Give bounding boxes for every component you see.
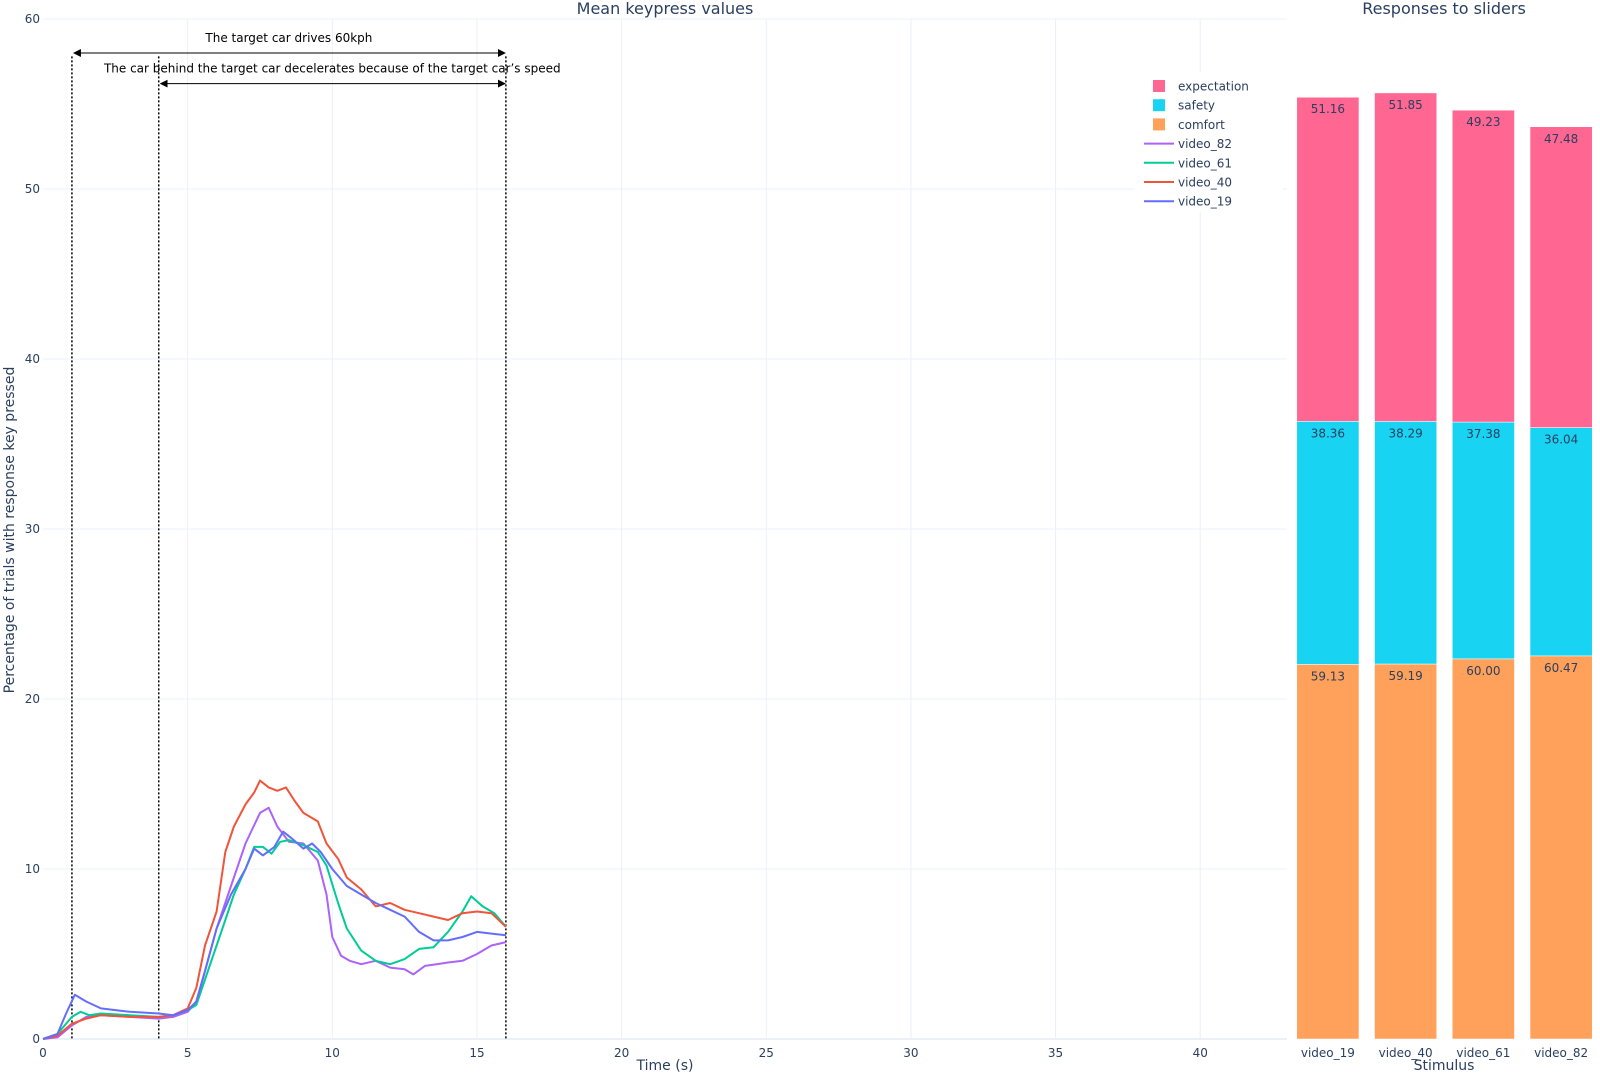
bar-value-label: 38.29	[1388, 426, 1422, 440]
x-tick-label: 10	[325, 1046, 340, 1060]
line-chart-y-axis-label: Percentage of trials with response key p…	[2, 367, 18, 694]
legend-item-safety[interactable]: safety	[1153, 99, 1215, 113]
bar-comfort-video_82	[1529, 655, 1593, 1040]
legend-label: expectation	[1178, 80, 1249, 94]
line-chart-annotations: The target car drives 60kph The car behin…	[72, 31, 561, 88]
y-tick-label: 40	[25, 352, 40, 366]
bar-value-label: 51.85	[1388, 98, 1422, 112]
bar-value-label: 60.47	[1544, 661, 1578, 675]
legend-label: video_61	[1178, 156, 1232, 170]
x-tick-label: 40	[1193, 1046, 1208, 1060]
legend-swatch	[1153, 99, 1165, 112]
x-tick-label: 0	[39, 1046, 47, 1060]
bar-value-label: 59.13	[1311, 669, 1345, 683]
series-line-video_19	[42, 830, 507, 1040]
series-line-video_40	[42, 779, 507, 1040]
bar-safety-video_61	[1452, 421, 1515, 660]
legend[interactable]: expectation safety comfort video_82 video_61…	[1135, 72, 1283, 212]
bar-expectation-video_40	[1374, 92, 1437, 422]
line-chart-series	[42, 779, 507, 1040]
bar-value-label: 36.04	[1544, 433, 1578, 447]
legend-swatch	[1153, 118, 1165, 131]
bar-safety-video_82	[1529, 427, 1593, 657]
legend-label: video_40	[1178, 176, 1232, 190]
bar-value-label: 37.38	[1466, 427, 1500, 441]
x-tick-label: 35	[1048, 1046, 1063, 1060]
annotation-text: The target car drives 60kph	[204, 31, 372, 45]
series-line-video_61	[42, 839, 507, 1040]
bar-value-label: 47.48	[1544, 132, 1578, 146]
bar-safety-video_19	[1296, 421, 1360, 665]
category-tick-label: video_61	[1456, 1046, 1510, 1060]
bar-expectation-video_61	[1452, 109, 1515, 423]
legend-label: video_82	[1178, 137, 1232, 151]
series-line-video_82	[42, 806, 507, 1040]
bar-chart-tick-labels: video_19 video_40 video_61 video_82	[1301, 1046, 1588, 1060]
bar-value-label: 59.19	[1388, 669, 1422, 683]
bar-comfort-video_40	[1374, 663, 1437, 1040]
bar-chart-bars: 59.13 38.36 51.16 59.19 38.29 51.85 60.00 37.38…	[1296, 92, 1593, 1040]
bar-expectation-video_82	[1529, 126, 1593, 428]
bar-comfort-video_61	[1452, 658, 1515, 1040]
y-tick-label: 20	[25, 692, 40, 706]
legend-label: safety	[1178, 99, 1215, 113]
legend-item-video_19[interactable]: video_19	[1144, 195, 1232, 209]
bar-chart-title: Responses to sliders	[1362, 0, 1526, 18]
legend-label: comfort	[1178, 118, 1225, 132]
category-tick-label: video_40	[1379, 1046, 1433, 1060]
x-tick-label: 20	[614, 1046, 629, 1060]
x-tick-label: 30	[903, 1046, 918, 1060]
y-tick-label: 30	[25, 522, 40, 536]
legend-swatch	[1153, 80, 1165, 92]
bar-value-label: 51.16	[1311, 102, 1345, 116]
annotation-text: The car behind the target car decelerate…	[103, 62, 561, 76]
y-tick-label: 60	[25, 12, 40, 26]
line-chart-tick-labels: 0 5 10 15 20 25 30 35 40 0 10 20 30 40 50 60	[25, 12, 1208, 1060]
category-tick-label: video_82	[1534, 1046, 1588, 1060]
x-tick-label: 25	[759, 1046, 774, 1060]
x-tick-label: 15	[469, 1046, 484, 1060]
y-tick-label: 50	[25, 182, 40, 196]
bar-expectation-video_19	[1296, 96, 1360, 422]
bar-value-label: 60.00	[1466, 664, 1500, 678]
x-tick-label: 5	[184, 1046, 192, 1060]
legend-item-video_82[interactable]: video_82	[1144, 137, 1232, 151]
line-chart-grid	[43, 18, 1287, 1040]
bar-value-label: 38.36	[1311, 426, 1345, 440]
bar-comfort-video_19	[1296, 664, 1360, 1040]
line-chart-title: Mean keypress values	[577, 0, 754, 18]
y-tick-label: 0	[32, 1032, 40, 1046]
legend-label: video_19	[1178, 195, 1232, 209]
line-chart-x-axis-label: Time (s)	[636, 1058, 694, 1074]
legend-item-comfort[interactable]: comfort	[1153, 118, 1225, 132]
line-chart-vertical-lines	[71, 56, 507, 1039]
legend-item-video_40[interactable]: video_40	[1144, 176, 1232, 190]
bar-value-label: 49.23	[1466, 115, 1500, 129]
category-tick-label: video_19	[1301, 1046, 1355, 1060]
legend-item-video_61[interactable]: video_61	[1144, 156, 1232, 170]
bar-chart-x-axis-label: Stimulus	[1414, 1058, 1475, 1074]
legend-item-expectation[interactable]: expectation	[1153, 80, 1249, 94]
bar-safety-video_40	[1374, 421, 1437, 665]
y-tick-label: 10	[25, 862, 40, 876]
legend-background	[1135, 72, 1283, 212]
